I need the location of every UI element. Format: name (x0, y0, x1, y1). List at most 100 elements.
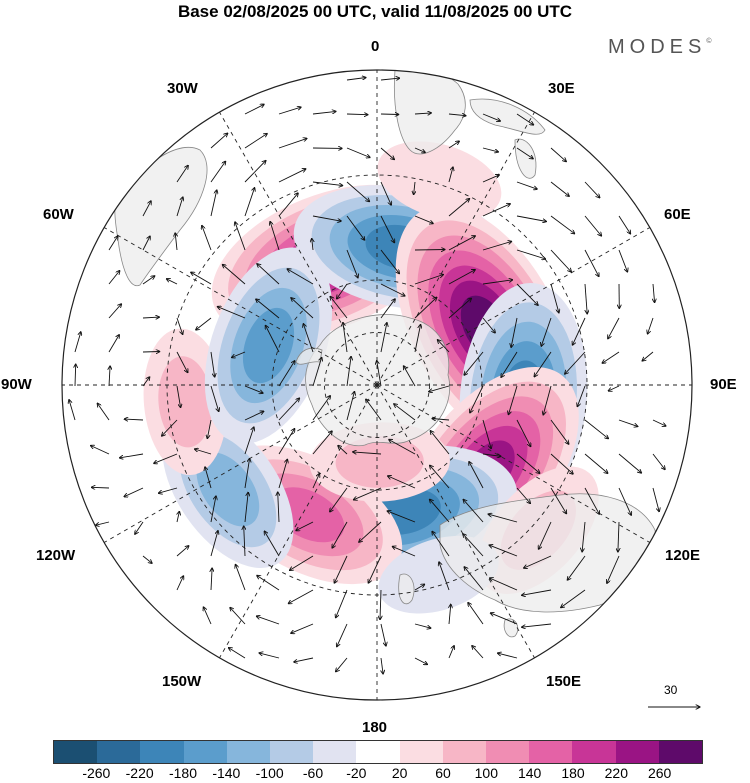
wind-vector-arrow (516, 113, 534, 125)
wind-vector-arrow (91, 487, 110, 488)
colorbar-tick-label: -100 (255, 765, 284, 781)
wind-vector-arrow (550, 453, 573, 474)
wind-vector-arrow (244, 427, 254, 455)
wind-vector-arrow (142, 276, 155, 285)
wind-vector-arrow (490, 613, 518, 625)
wind-vector-arrow (516, 419, 531, 447)
wind-vector-arrow (312, 357, 322, 387)
wind-vector-arrow (508, 385, 518, 415)
wind-vector-arrow (490, 578, 518, 591)
wind-vector-arrow (567, 555, 586, 580)
wind-vector-arrow (257, 575, 280, 591)
wind-vector-arrow (154, 453, 178, 463)
wind-vector-arrow (380, 249, 399, 274)
colorbar-tick-label: -20 (346, 765, 367, 781)
wind-vector-arrow (278, 459, 287, 489)
wind-vector-arrow (448, 270, 475, 285)
wind-vector-arrow (394, 404, 416, 421)
wind-vector-arrow (584, 283, 587, 314)
wind-vector-arrow (244, 411, 264, 421)
wind-vector-arrow (368, 555, 382, 583)
wind-vector-arrow (618, 215, 631, 234)
wind-vector-arrow (468, 603, 484, 625)
wind-vector-arrow (232, 351, 246, 358)
wind-vector-arrow (176, 197, 183, 217)
wind-vector-arrow (482, 175, 499, 183)
colorbar-segment (486, 741, 530, 763)
wind-vector-arrow (228, 648, 246, 659)
wind-vector-arrow (176, 385, 181, 408)
colorbar-tick-label: -260 (82, 765, 111, 781)
colorbar-tick-label: 180 (561, 765, 585, 781)
wind-vector-arrow (346, 391, 355, 421)
wind-vector-arrow (534, 351, 552, 377)
wind-vector-arrow (294, 657, 314, 662)
wind-vector-arrow (312, 474, 320, 489)
colorbar (53, 740, 703, 764)
wind-vector-arrow (346, 147, 370, 158)
wind-vector-arrow (124, 487, 144, 497)
wind-vector-arrow (109, 366, 110, 387)
wind-vector-arrow (550, 249, 571, 272)
reference-vector-label: 30 (664, 683, 678, 697)
wind-vector-arrow (618, 487, 631, 515)
brand-logo: MODES© (608, 36, 712, 58)
colorbar-segment (442, 741, 487, 763)
wind-vector-arrow (210, 496, 216, 523)
wind-vector-arrow (439, 562, 450, 591)
wind-vector-arrow (584, 181, 600, 198)
wind-vector-arrow (176, 317, 183, 335)
wind-vector-arrow (235, 564, 246, 591)
wind-vector-arrow (380, 323, 387, 353)
wind-vector-arrow (572, 317, 586, 345)
wind-vector-arrow (210, 190, 217, 217)
wind-vector-arrow (550, 215, 575, 234)
wind-vector-arrow (380, 215, 395, 243)
wind-vector-arrow (278, 193, 298, 217)
wind-vector-arrow (642, 351, 654, 361)
wind-vector-arrow (336, 589, 348, 618)
wind-vector-arrow (166, 279, 178, 285)
wind-vector-arrow (96, 521, 110, 525)
wind-vector-arrow (414, 275, 443, 285)
antarctica (305, 314, 451, 447)
wind-vector-arrow (346, 78, 366, 81)
wind-vector-arrow (618, 521, 619, 552)
colorbar-tick-label: 100 (474, 765, 499, 781)
wind-vector-arrow (389, 440, 416, 455)
wind-vector-arrow (524, 555, 552, 568)
wind-vector-arrow (541, 317, 552, 346)
lon-label-30w: 30W (167, 80, 198, 97)
wind-vector-arrow (278, 429, 295, 455)
wind-vector-arrow (366, 399, 382, 421)
wind-vector-arrow (489, 545, 518, 557)
colorbar-tick-label: 60 (435, 765, 451, 781)
wind-vector-arrow (608, 385, 620, 391)
colorbar-segment (270, 741, 314, 763)
wind-vector-arrow (142, 352, 160, 353)
map-title: Base 02/08/2025 00 UTC, valid 11/08/2025… (177, 2, 573, 21)
wind-vector-arrow (264, 531, 280, 557)
wind-vector-arrow (448, 114, 466, 116)
colorbar-tick-label: 20 (391, 765, 408, 781)
wind-vector-arrow (618, 419, 638, 427)
wind-vector-arrow (539, 521, 552, 549)
wind-vector-arrow (482, 113, 501, 121)
wind-vector-arrow (482, 419, 491, 449)
wind-vector-arrow (244, 104, 264, 115)
wind-vector-arrow (414, 297, 437, 319)
wind-vector-arrow (414, 113, 431, 114)
colorbar-tick-label: 260 (647, 765, 672, 781)
wind-vector-arrow (337, 283, 348, 299)
map-border (61, 69, 693, 701)
colorbar-tick-label: -220 (125, 765, 154, 781)
wind-vector-arrow (516, 181, 537, 189)
lon-label-30e: 30E (548, 80, 575, 97)
wind-vector-arrow (448, 236, 475, 251)
wind-vector-arrow (142, 555, 152, 563)
wind-vector-arrow (550, 147, 566, 162)
wind-vector-arrow (482, 204, 510, 217)
wind-vector-arrow (652, 487, 659, 512)
positive-anomaly-170E-small-contour (335, 436, 424, 488)
wind-vector-arrow (618, 453, 642, 473)
